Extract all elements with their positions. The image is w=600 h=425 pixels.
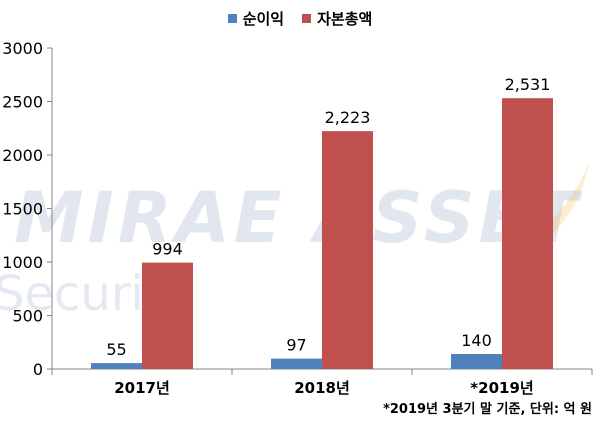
footnote: *2019년 3분기 말 기준, 단위: 억 원 — [383, 402, 592, 417]
bar-series — [91, 98, 553, 370]
y-axis: 0 500 1000 1500 2000 2500 3000 — [2, 39, 53, 379]
bar-total-equity — [502, 98, 553, 370]
bar-net-income — [91, 363, 142, 369]
x-axis: 2017년 2018년 *2019년 — [51, 368, 593, 397]
x-tick-label: 2017년 — [114, 379, 170, 397]
legend-label-total-equity: 자본총액 — [317, 10, 373, 28]
bar-total-equity — [142, 262, 193, 369]
y-tick-label: 3000 — [2, 39, 43, 58]
y-tick-label: 1500 — [2, 200, 43, 219]
y-tick-label: 2500 — [2, 93, 43, 112]
data-label: 97 — [286, 336, 306, 355]
y-tick-label: 0 — [33, 360, 43, 379]
bar-net-income — [451, 354, 502, 369]
y-tick-label: 500 — [12, 307, 43, 326]
data-label: 994 — [152, 240, 183, 259]
y-tick-label: 1000 — [2, 253, 43, 272]
data-labels: 55 994 97 2,223 140 2,531 — [106, 75, 550, 359]
data-label: 2,223 — [325, 108, 371, 127]
x-tick-label: 2018년 — [294, 379, 350, 397]
legend-item-total-equity: 자본총액 — [302, 8, 372, 29]
legend-swatch-net-income — [227, 14, 237, 23]
legend-swatch-total-equity — [302, 14, 312, 23]
x-tick-label: *2019년 — [470, 379, 533, 397]
legend-label-net-income: 순이익 — [242, 10, 285, 28]
chart-legend: 순이익 자본총액 — [0, 8, 600, 29]
data-label: 2,531 — [505, 75, 551, 94]
legend-item-net-income: 순이익 — [227, 8, 285, 29]
bar-net-income — [271, 358, 322, 369]
data-label: 55 — [106, 340, 126, 359]
bar-total-equity — [322, 131, 373, 369]
y-tick-label: 2000 — [2, 146, 43, 165]
data-label: 140 — [461, 331, 492, 350]
